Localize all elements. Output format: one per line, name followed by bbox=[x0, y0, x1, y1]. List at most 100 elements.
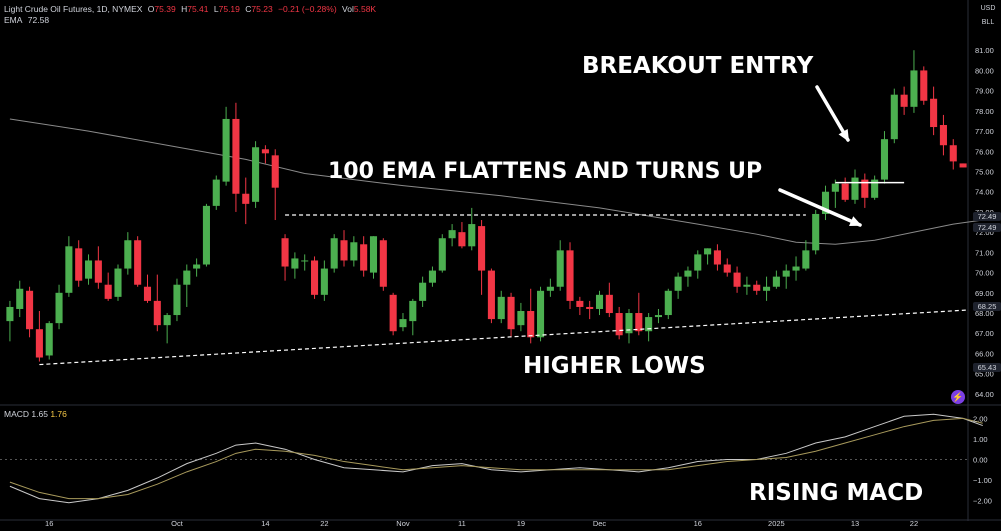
macd-tick-label: −2.00 bbox=[973, 497, 992, 506]
breakout-arrow-head bbox=[838, 129, 850, 142]
candle-down bbox=[753, 284, 761, 291]
candle-up bbox=[880, 139, 889, 180]
unit-button[interactable]: BLL bbox=[977, 16, 999, 30]
candle-down bbox=[605, 294, 613, 314]
candle-down bbox=[94, 260, 102, 283]
time-tick-label: 22 bbox=[320, 519, 328, 528]
candle-up bbox=[55, 292, 63, 324]
candle-up bbox=[163, 315, 171, 326]
price-tick-label: 71.00 bbox=[975, 248, 994, 257]
price-axis[interactable]: 64.00 65.00 66.00 67.00 68.00 69.00 70.00 71.00… bbox=[973, 46, 994, 505]
candle-up bbox=[330, 238, 338, 269]
candle-up bbox=[812, 213, 820, 251]
signal-line bbox=[9, 417, 983, 500]
candle-down bbox=[576, 300, 584, 307]
candle-up bbox=[625, 313, 633, 334]
time-tick-label: 19 bbox=[517, 519, 525, 528]
candle-up bbox=[763, 286, 771, 291]
time-tick-label: 11 bbox=[458, 519, 466, 528]
currency-button[interactable]: USD bbox=[977, 2, 999, 16]
lightning-icon[interactable]: ⚡ bbox=[951, 390, 965, 404]
candle-down bbox=[527, 311, 535, 338]
ema-100-line bbox=[9, 118, 983, 245]
candle-down bbox=[340, 240, 348, 261]
candle-down bbox=[635, 313, 643, 332]
candle-up bbox=[664, 290, 672, 316]
candle-down bbox=[271, 155, 279, 188]
higher-lows-trendline bbox=[39, 309, 969, 366]
candle-down bbox=[900, 94, 908, 107]
ema-value: 72.58 bbox=[27, 15, 50, 25]
candle-down bbox=[615, 313, 623, 336]
price-tick-label: 65.00 bbox=[975, 370, 994, 379]
candle-up bbox=[704, 248, 712, 255]
ema-price-tag-2: 72.49 bbox=[973, 223, 1001, 232]
price-tick-label: 69.00 bbox=[975, 289, 994, 298]
candle-up bbox=[252, 147, 260, 202]
change-value: −0.21 (−0.28%) bbox=[278, 4, 337, 14]
open-label: O bbox=[147, 4, 155, 14]
price-tick-label: 68.00 bbox=[975, 309, 994, 318]
candle-up bbox=[212, 179, 220, 206]
time-tick-label: 22 bbox=[910, 519, 918, 528]
candle-up bbox=[202, 205, 210, 265]
candle-down bbox=[458, 232, 466, 247]
time-axis[interactable]: 16 Oct 14 22 Nov 11 19 Dec 16 2025 13 22 bbox=[45, 519, 918, 528]
ema-legend[interactable]: EMA 72.58 bbox=[4, 15, 52, 25]
price-tick-label: 80.00 bbox=[975, 66, 994, 75]
candle-up bbox=[419, 282, 427, 301]
volume-value: 5.58K bbox=[353, 4, 377, 14]
open-value: 75.39 bbox=[154, 4, 176, 14]
candle-down bbox=[723, 264, 731, 273]
level-price-tag: 68.25 bbox=[973, 302, 1001, 311]
candle-down bbox=[586, 306, 594, 309]
close-value: 75.23 bbox=[251, 4, 273, 14]
price-tick-label: 79.00 bbox=[975, 87, 994, 96]
candle-up bbox=[320, 268, 328, 295]
candle-up bbox=[546, 286, 554, 291]
candle-up bbox=[428, 270, 436, 283]
candle-down bbox=[389, 294, 397, 332]
ema-arrow bbox=[778, 188, 862, 227]
candle-down bbox=[507, 296, 515, 330]
breakout-entry-annotation: BREAKOUT ENTRY bbox=[582, 53, 814, 79]
candle-up bbox=[694, 254, 702, 271]
candle-up bbox=[772, 276, 780, 287]
candle-up bbox=[831, 183, 839, 192]
candle-down bbox=[261, 149, 269, 154]
candle-up bbox=[84, 260, 93, 279]
price-tick-label: 75.00 bbox=[975, 168, 994, 177]
price-tick-label: 72.00 bbox=[975, 228, 994, 237]
candle-up bbox=[409, 300, 417, 322]
candle-up bbox=[438, 238, 446, 271]
ema-flattens-annotation: 100 EMA FLATTENS AND TURNS UP bbox=[328, 159, 763, 184]
low-value: 75.19 bbox=[218, 4, 240, 14]
time-tick-label: 16 bbox=[45, 519, 53, 528]
signal-value: 1.76 bbox=[50, 409, 67, 419]
candle-down bbox=[939, 125, 947, 146]
candle-down bbox=[841, 183, 849, 200]
candle-up bbox=[16, 288, 24, 309]
price-tick-label: 77.00 bbox=[975, 127, 994, 136]
candle-up bbox=[369, 236, 378, 273]
candle-up bbox=[890, 94, 898, 140]
candle-up bbox=[173, 284, 181, 316]
high-label: H bbox=[181, 4, 188, 14]
time-tick-label: Oct bbox=[171, 519, 184, 528]
candles-layer bbox=[6, 50, 967, 362]
candle-down bbox=[566, 250, 574, 301]
time-tick-label: 2025 bbox=[768, 519, 785, 528]
macd-value: 1.65 bbox=[31, 409, 48, 419]
candle-up bbox=[45, 323, 53, 356]
macd-legend[interactable]: MACD 1.65 1.76 bbox=[4, 409, 67, 419]
candle-down bbox=[281, 238, 289, 267]
candle-up bbox=[537, 290, 545, 338]
candle-up bbox=[821, 191, 830, 214]
macd-tick-label: −1.00 bbox=[973, 476, 992, 485]
candle-up bbox=[399, 319, 407, 328]
candle-up bbox=[350, 242, 358, 261]
high-value: 75.41 bbox=[187, 4, 209, 14]
candle-up bbox=[871, 179, 879, 198]
macd-tick-label: 2.00 bbox=[973, 414, 988, 423]
